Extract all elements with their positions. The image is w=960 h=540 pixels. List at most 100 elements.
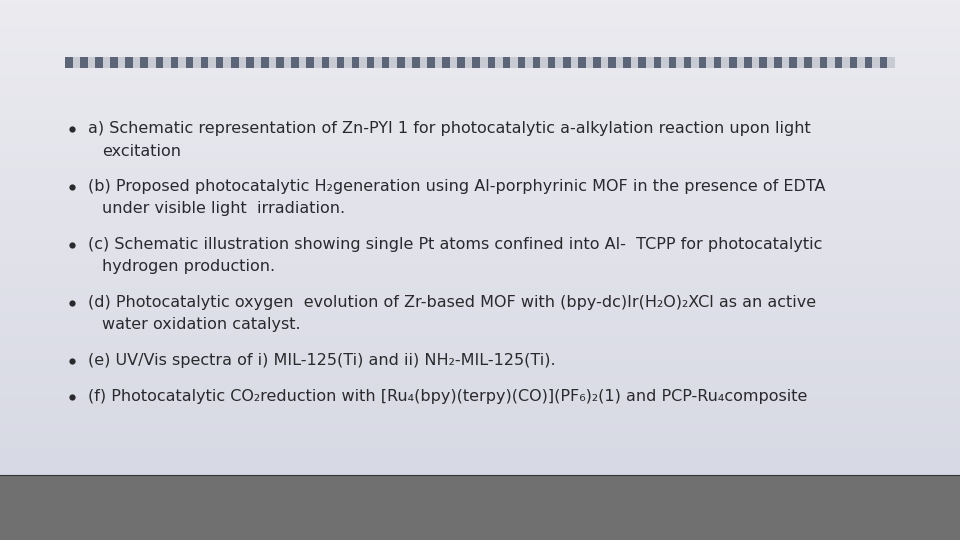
Bar <box>0 330 960 334</box>
Bar <box>0 254 960 258</box>
Bar <box>0 102 960 106</box>
Bar <box>0 309 960 313</box>
Bar <box>140 57 148 68</box>
Bar <box>804 57 812 68</box>
Bar <box>0 66 960 70</box>
Bar <box>0 204 960 208</box>
Bar <box>231 57 238 68</box>
Bar <box>0 211 960 215</box>
Bar <box>0 326 960 329</box>
Bar <box>752 57 759 68</box>
Bar <box>0 38 960 42</box>
Bar <box>0 19 960 23</box>
Bar <box>0 285 960 289</box>
Bar <box>775 57 781 68</box>
Bar <box>201 57 208 68</box>
Bar <box>0 470 960 474</box>
Bar <box>0 76 960 80</box>
Bar <box>0 121 960 125</box>
Bar <box>646 57 654 68</box>
Bar <box>65 57 73 68</box>
Bar <box>0 64 960 68</box>
Bar <box>0 190 960 194</box>
Bar <box>0 221 960 225</box>
Bar <box>80 57 87 68</box>
Bar <box>0 418 960 422</box>
Bar <box>691 57 699 68</box>
Bar <box>828 57 834 68</box>
Bar <box>593 57 601 68</box>
Bar <box>0 278 960 281</box>
Bar <box>0 475 960 540</box>
Bar <box>0 347 960 350</box>
Bar <box>0 55 960 58</box>
Bar <box>0 117 960 120</box>
Bar <box>623 57 631 68</box>
Bar <box>0 259 960 262</box>
Bar <box>246 57 253 68</box>
Bar <box>0 458 960 462</box>
Bar <box>132 57 140 68</box>
Bar <box>0 93 960 96</box>
Bar <box>0 164 960 167</box>
Bar <box>367 57 374 68</box>
Bar <box>103 57 110 68</box>
Bar <box>0 83 960 87</box>
Bar <box>269 57 276 68</box>
Bar <box>0 382 960 386</box>
Bar <box>0 252 960 255</box>
Bar <box>0 247 960 251</box>
Bar <box>0 69 960 72</box>
Bar <box>0 282 960 286</box>
Bar <box>722 57 729 68</box>
Bar <box>0 423 960 427</box>
Bar <box>0 328 960 332</box>
Bar <box>0 261 960 265</box>
Bar <box>0 340 960 343</box>
Bar <box>0 454 960 457</box>
Bar <box>0 456 960 460</box>
Bar <box>0 7 960 11</box>
Bar <box>0 173 960 177</box>
Bar <box>0 119 960 123</box>
Bar <box>163 57 171 68</box>
Bar <box>601 57 609 68</box>
Bar <box>0 268 960 272</box>
Bar <box>563 57 570 68</box>
Bar <box>95 57 103 68</box>
Bar <box>865 57 873 68</box>
Bar <box>0 226 960 230</box>
Bar <box>0 40 960 44</box>
Bar <box>0 10 960 13</box>
Bar <box>126 57 132 68</box>
Bar <box>0 416 960 420</box>
Bar <box>148 57 156 68</box>
Text: water oxidation catalyst.: water oxidation catalyst. <box>102 318 300 333</box>
Bar <box>110 57 118 68</box>
Bar <box>480 57 488 68</box>
Bar <box>185 57 193 68</box>
Bar <box>767 57 775 68</box>
Bar <box>0 435 960 438</box>
Bar <box>0 168 960 172</box>
Bar <box>0 136 960 139</box>
Bar <box>0 45 960 49</box>
Bar <box>873 57 880 68</box>
Bar <box>0 31 960 35</box>
Bar <box>0 152 960 156</box>
Text: excitation: excitation <box>102 144 181 159</box>
Bar <box>0 389 960 393</box>
Bar <box>0 178 960 182</box>
Bar <box>0 463 960 467</box>
Bar <box>0 444 960 448</box>
Bar <box>0 245 960 248</box>
Bar <box>0 370 960 374</box>
Bar <box>292 57 299 68</box>
Bar <box>0 375 960 379</box>
Bar <box>0 387 960 391</box>
Bar <box>351 57 359 68</box>
Bar <box>0 180 960 184</box>
Bar <box>0 100 960 104</box>
Bar <box>0 166 960 170</box>
Bar <box>0 138 960 141</box>
